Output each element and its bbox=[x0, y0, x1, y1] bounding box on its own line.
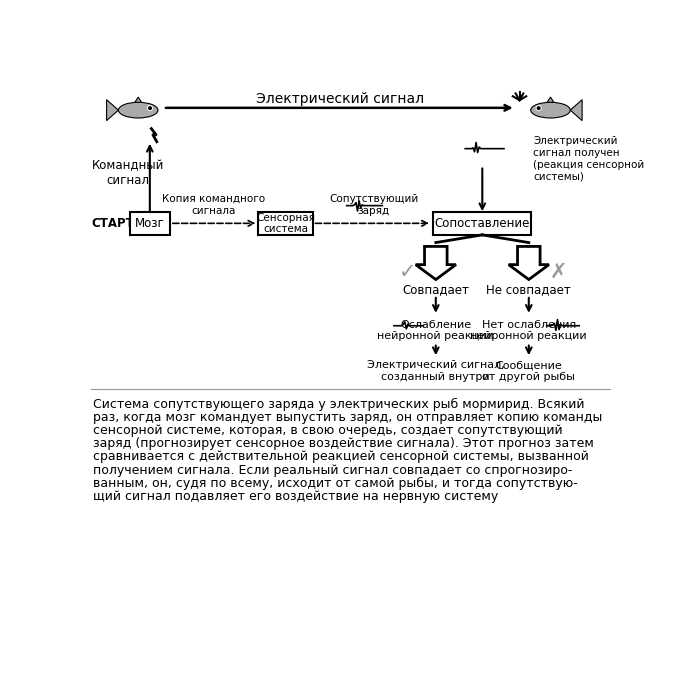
Text: сенсорной системе, которая, в свою очередь, создает сопутствующий: сенсорной системе, которая, в свою очере… bbox=[93, 425, 563, 437]
Text: ✗: ✗ bbox=[549, 262, 567, 282]
Text: Сообщение
от другой рыбы: Сообщение от другой рыбы bbox=[482, 361, 575, 382]
Text: Сопутствующий
заряд: Сопутствующий заряд bbox=[329, 194, 419, 216]
Text: Не совпадает: Не совпадает bbox=[486, 282, 571, 296]
Text: Копия командного
сигнала: Копия командного сигнала bbox=[162, 194, 265, 216]
Polygon shape bbox=[509, 247, 549, 280]
Text: ✓: ✓ bbox=[398, 262, 416, 282]
Text: заряд (прогнозирует сенсорное воздействие сигнала). Этот прогноз затем: заряд (прогнозирует сенсорное воздействи… bbox=[93, 437, 594, 450]
Text: раз, когда мозг командует выпустить заряд, он отправляет копию команды: раз, когда мозг командует выпустить заря… bbox=[93, 411, 603, 424]
Polygon shape bbox=[135, 97, 142, 102]
Text: Сенсорная
система: Сенсорная система bbox=[256, 212, 315, 234]
Ellipse shape bbox=[118, 102, 158, 118]
Text: Электрический
сигнал получен
(реакция сенсорной
системы): Электрический сигнал получен (реакция се… bbox=[534, 136, 645, 181]
Text: получением сигнала. Если реальный сигнал совпадает со спрогнозиро-: получением сигнала. Если реальный сигнал… bbox=[93, 464, 573, 477]
Text: Электрический сигнал,
созданный внутри: Электрический сигнал, созданный внутри bbox=[367, 361, 505, 382]
Polygon shape bbox=[570, 100, 582, 121]
Bar bbox=[130, 212, 170, 235]
Text: Мозг: Мозг bbox=[135, 217, 165, 230]
Circle shape bbox=[538, 107, 540, 109]
Text: сравнивается с действительной реакцией сенсорной системы, вызванной: сравнивается с действительной реакцией с… bbox=[93, 450, 589, 464]
Text: ванным, он, судя по всему, исходит от самой рыбы, и тогда сопутствую-: ванным, он, судя по всему, исходит от са… bbox=[93, 477, 578, 490]
Circle shape bbox=[148, 106, 153, 111]
Text: Командный
сигнал: Командный сигнал bbox=[92, 159, 164, 187]
Circle shape bbox=[536, 106, 541, 111]
Polygon shape bbox=[416, 247, 456, 280]
Polygon shape bbox=[107, 100, 118, 121]
Bar bbox=[259, 212, 313, 235]
Text: Совпадает: Совпадает bbox=[402, 282, 469, 296]
Bar bbox=[434, 212, 531, 235]
Polygon shape bbox=[547, 97, 554, 102]
Text: Электрический сигнал: Электрический сигнал bbox=[256, 92, 424, 106]
Text: Сопоставление: Сопоставление bbox=[434, 217, 530, 230]
Text: Система сопутствующего заряда у электрических рыб мормирид. Всякий: Система сопутствующего заряда у электрич… bbox=[93, 398, 585, 411]
Text: щий сигнал подавляет его воздействие на нервную систему: щий сигнал подавляет его воздействие на … bbox=[93, 490, 499, 503]
Text: СТАРТ: СТАРТ bbox=[92, 217, 135, 230]
Ellipse shape bbox=[531, 102, 570, 118]
Text: Ослабление
нейронной реакции: Ослабление нейронной реакции bbox=[378, 319, 494, 341]
Text: Нет ослабления
нейронной реакции: Нет ослабления нейронной реакции bbox=[471, 319, 587, 341]
Circle shape bbox=[148, 107, 151, 109]
